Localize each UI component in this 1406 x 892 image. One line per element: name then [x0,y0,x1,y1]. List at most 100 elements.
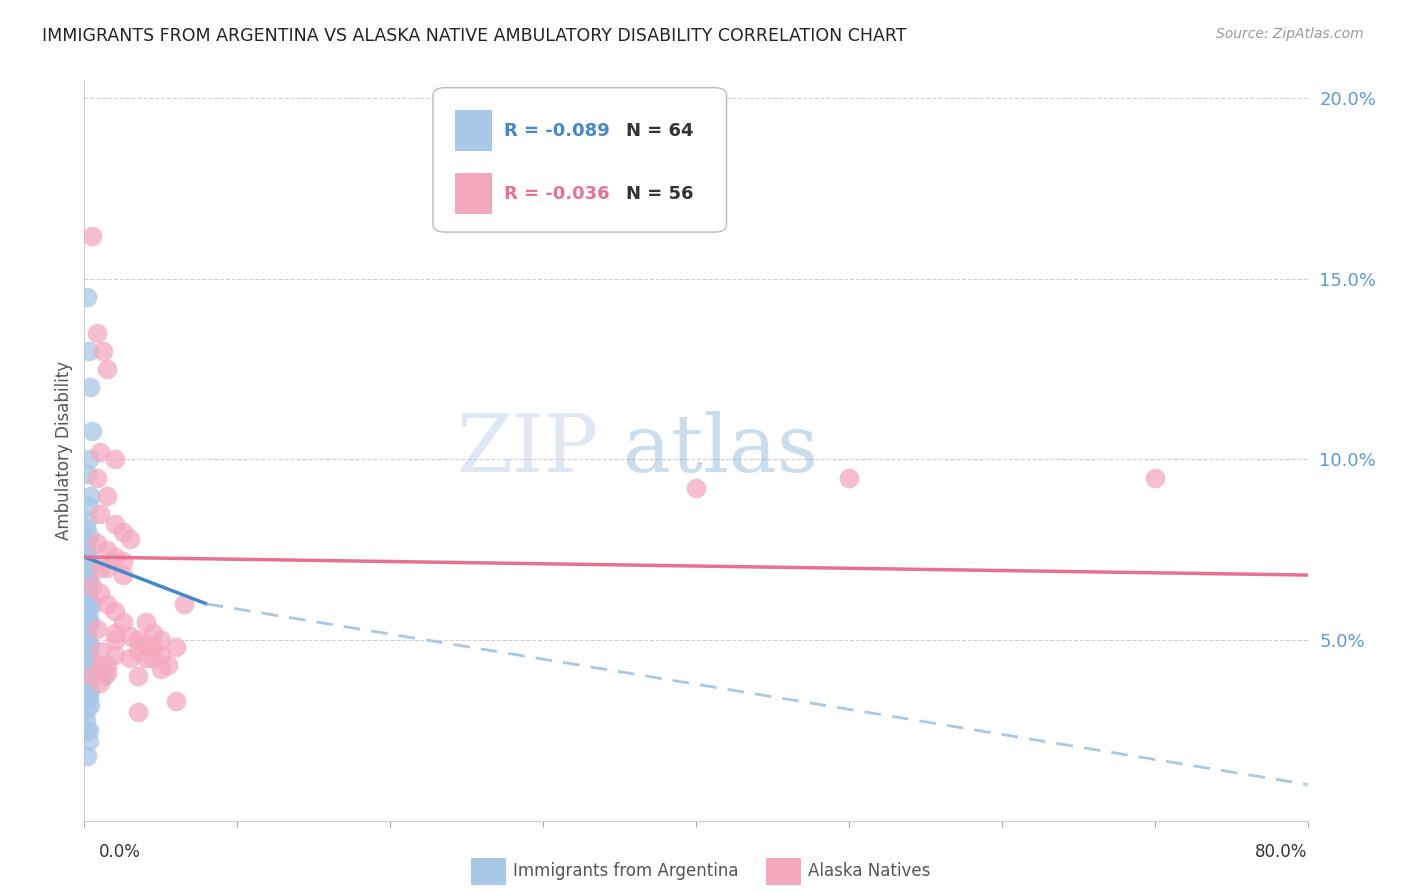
Point [76,648,98,662]
Point [77,452,100,467]
Point [77,637,100,651]
Text: R = -0.089: R = -0.089 [503,121,610,140]
Point [77,549,100,564]
Point [75,565,97,579]
Point [93,669,115,683]
Point [104,452,127,467]
Point [111,615,134,629]
Point [96,489,118,503]
Point [75,622,97,636]
Point [76,655,98,669]
Point [75,521,97,535]
Point [75,713,97,727]
Point [1143,470,1166,484]
Point [96,561,118,575]
Point [77,644,100,658]
Point [79,662,101,676]
Text: Immigrants from Argentina: Immigrants from Argentina [513,863,738,880]
Point [76,625,98,640]
Text: atlas: atlas [623,411,818,490]
Point [135,615,157,629]
Point [77,690,100,705]
Point [80,579,103,593]
Point [104,604,127,618]
Point [127,669,149,683]
Point [149,662,172,676]
Y-axis label: Ambulatory Disability: Ambulatory Disability [55,361,73,540]
Point [104,517,127,532]
Point [76,467,98,481]
Point [89,644,111,658]
Text: ZIP: ZIP [456,411,598,490]
Point [89,676,111,690]
Point [76,618,98,632]
Point [76,561,98,575]
Point [75,597,97,611]
Point [79,640,101,655]
Point [135,651,157,665]
Point [76,607,98,622]
Point [79,615,101,629]
Point [120,651,142,665]
Point [89,658,111,673]
Point [89,507,111,521]
Point [127,706,149,720]
Text: 80.0%: 80.0% [1256,843,1308,861]
Point [91,344,114,359]
Point [120,630,142,644]
Text: Source: ZipAtlas.com: Source: ZipAtlas.com [1216,27,1364,41]
Point [75,630,97,644]
Point [77,572,100,586]
Point [77,604,100,618]
Point [96,542,118,557]
Point [79,380,101,394]
Point [75,579,97,593]
Point [76,600,98,615]
Point [104,549,127,564]
Point [135,637,157,651]
Point [86,470,108,484]
Point [104,648,127,662]
Point [86,535,108,549]
Point [104,633,127,648]
Point [89,586,111,600]
Point [80,597,103,611]
Point [149,648,172,662]
Point [76,748,98,763]
Text: 0.0%: 0.0% [98,843,141,861]
Point [142,651,165,665]
Point [76,723,98,738]
Point [165,694,187,708]
Point [77,734,100,748]
Point [77,593,100,607]
Text: IMMIGRANTS FROM ARGENTINA VS ALASKA NATIVE AMBULATORY DISABILITY CORRELATION CHA: IMMIGRANTS FROM ARGENTINA VS ALASKA NATI… [42,27,907,45]
Point [127,633,149,648]
Point [76,701,98,715]
Point [76,568,98,582]
Point [75,542,97,557]
Point [80,228,103,243]
Point [838,470,860,484]
Point [79,683,101,698]
Point [80,424,103,438]
Point [685,482,707,496]
Point [149,633,172,648]
Point [96,597,118,611]
Point [76,514,98,528]
Point [76,665,98,680]
Point [77,669,100,683]
Point [96,665,118,680]
Point [111,524,134,539]
Point [127,644,149,658]
Text: N = 56: N = 56 [626,185,693,202]
Point [75,611,97,625]
Point [76,582,98,597]
Point [77,615,100,629]
Point [142,625,165,640]
Point [77,723,100,738]
Point [75,553,97,567]
Point [142,640,165,655]
Point [77,658,100,673]
Point [76,575,98,590]
Point [77,669,100,683]
